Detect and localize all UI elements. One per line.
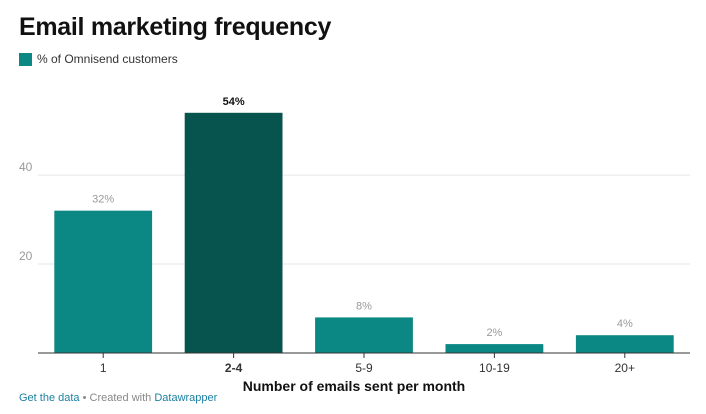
value-label: 54% [223, 96, 245, 108]
legend: % of Omnisend customers [19, 52, 178, 66]
get-data-link[interactable]: Get the data [19, 392, 80, 404]
value-label: 32% [92, 194, 114, 206]
x-tick-label: 10-19 [479, 361, 510, 375]
chart-title: Email marketing frequency [19, 13, 332, 41]
x-axis-ticks: 1 2-4 5-9 10-19 20+ [100, 353, 635, 375]
bar-2-4 [184, 112, 283, 353]
value-label: 8% [356, 300, 372, 312]
bar-1 [54, 210, 153, 353]
x-tick-label: 20+ [615, 361, 635, 375]
bars [54, 112, 674, 353]
x-tick-label: 5-9 [355, 361, 373, 375]
datawrapper-link[interactable]: Datawrapper [154, 392, 218, 404]
y-tick-label: 20 [19, 249, 33, 263]
value-labels: 32% 54% 8% 2% 4% [92, 96, 633, 339]
x-axis-title: Number of emails sent per month [243, 378, 465, 394]
bar-10-19 [445, 344, 544, 353]
footer: Get the data • Created with Datawrapper [19, 392, 217, 404]
legend-swatch [19, 52, 32, 66]
legend-label: % of Omnisend customers [37, 52, 178, 66]
footer-separator: • Created with [79, 392, 155, 404]
value-label: 2% [486, 327, 502, 339]
bar-20+ [575, 335, 674, 353]
x-tick-label: 1 [100, 361, 107, 375]
y-tick-label: 40 [19, 160, 33, 174]
x-tick-label: 2-4 [225, 361, 243, 375]
bar-5-9 [315, 317, 413, 353]
value-label: 4% [617, 318, 633, 330]
